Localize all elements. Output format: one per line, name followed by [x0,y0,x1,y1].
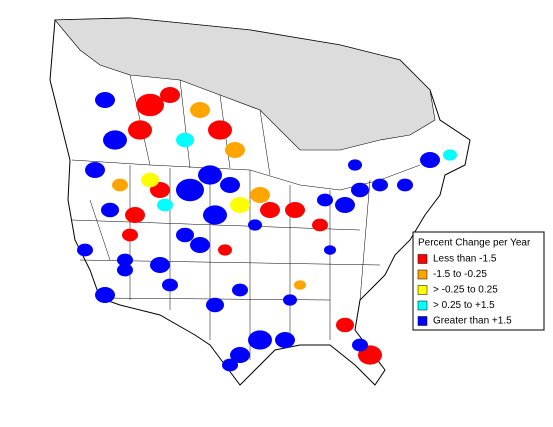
legend: Percent Change per Year Less than -1.5 -1… [412,231,545,331]
trend-blob [420,152,440,168]
trend-blob [324,245,336,255]
trend-blob [232,283,248,297]
trend-blob [95,287,115,303]
trend-blob [150,257,170,273]
trend-blob [176,132,194,148]
trend-blob [77,243,93,257]
trend-blob [443,149,457,161]
trend-blob [176,178,204,202]
trend-blob [150,182,170,198]
trend-blob [160,87,180,103]
trend-blob [122,228,138,242]
trend-blob [95,92,115,108]
trend-blob [248,219,262,231]
legend-label: Less than -1.5 [433,254,497,265]
legend-label: > -0.25 to 0.25 [433,285,498,296]
trend-blob [203,205,227,225]
legend-title: Percent Change per Year [418,238,531,249]
trend-blob [317,193,333,207]
trend-blob [348,159,362,171]
trend-blob [206,297,224,313]
legend-label: > 0.25 to +1.5 [433,300,495,311]
trend-blob [294,280,306,290]
trend-blob [125,207,145,223]
trend-blob [230,347,250,363]
trend-blob [117,263,133,277]
legend-box [412,231,545,331]
legend-items: Less than -1.5 -1.5 to -0.25 > -0.25 to 0.… [417,254,512,327]
legend-swatch [417,300,428,311]
legend-swatch [417,285,428,295]
trend-blob [275,332,295,348]
trend-blob [248,330,272,350]
trend-blob [162,278,178,292]
trend-blob [112,178,128,192]
trend-blob [336,317,354,333]
trend-blob [190,102,210,118]
trend-blob [285,202,305,218]
legend-swatch [417,316,428,326]
legend-label: -1.5 to -0.25 [433,269,487,280]
trend-blob [103,130,127,150]
trend-blob [141,172,159,188]
trend-blob [136,93,164,117]
trend-blob [351,182,369,198]
legend-swatch [417,254,428,264]
trend-blob [372,178,388,192]
trend-blob [85,162,105,178]
trend-blob [176,227,194,243]
trend-blob [222,358,238,372]
trend-blob [157,198,173,212]
legend-swatch [417,269,428,280]
trend-blob [283,294,297,306]
trend-blob [352,338,368,352]
trend-blob [335,197,355,213]
trend-blob [117,253,133,267]
trend-blob [198,165,222,185]
trend-blob [128,120,152,140]
trend-blobs [77,87,457,372]
trend-blob [101,202,119,218]
trend-blob [208,120,232,140]
trend-blob [250,187,270,203]
trend-blob [230,197,250,213]
legend-label: Greater than +1.5 [433,316,512,327]
trend-blob [220,177,240,193]
trend-blob [397,178,413,192]
trend-blob [260,202,280,218]
trend-blob [218,244,232,256]
trend-blob [312,218,328,232]
trend-blob [225,142,245,158]
trend-blob [190,237,210,253]
